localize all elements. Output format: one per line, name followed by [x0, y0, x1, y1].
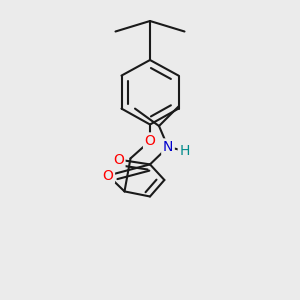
Text: N: N [163, 140, 173, 154]
Text: O: O [113, 153, 124, 166]
Text: O: O [145, 134, 155, 148]
Text: H: H [179, 144, 190, 158]
Text: O: O [103, 169, 113, 182]
